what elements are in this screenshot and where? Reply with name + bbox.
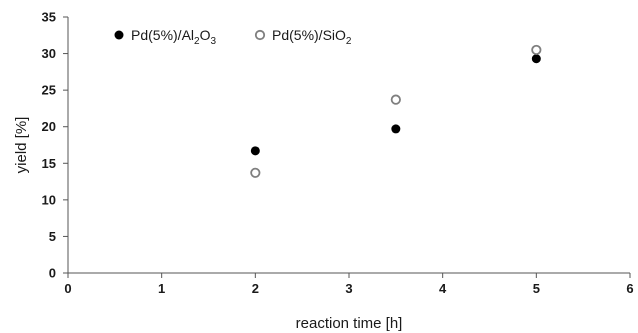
x-tick-label: 0 [64, 281, 71, 296]
data-point [250, 167, 261, 178]
y-tick-label: 0 [49, 266, 56, 281]
data-point [531, 54, 541, 64]
y-ticks: 0 5 10 15 20 25 30 35 [42, 10, 68, 281]
legend-marker [114, 30, 124, 40]
y-tick-label: 15 [42, 156, 56, 171]
legend: Pd(5%)/Al2O3 Pd(5%)/SiO2 [114, 27, 352, 47]
data-point [390, 94, 401, 105]
x-tick-label: 1 [158, 281, 165, 296]
y-axis-title: yield [%] [13, 117, 30, 174]
x-tick-label: 6 [626, 281, 633, 296]
x-tick-label: 4 [439, 281, 447, 296]
y-tick-label: 35 [42, 10, 56, 25]
data-point [391, 124, 401, 134]
legend-label: Pd(5%)/SiO2 [272, 27, 352, 47]
data-point [250, 146, 260, 156]
x-tick-label: 3 [345, 281, 352, 296]
data-points [250, 44, 542, 178]
y-tick-label: 5 [49, 229, 56, 244]
x-tick-label: 2 [252, 281, 259, 296]
legend-marker [254, 29, 266, 41]
x-ticks: 0 1 2 3 4 5 6 [64, 273, 634, 296]
x-axis-title: reaction time [h] [296, 315, 403, 332]
y-tick-label: 30 [42, 46, 56, 61]
x-tick-label: 5 [533, 281, 540, 296]
axes [67, 17, 630, 274]
y-tick-label: 25 [42, 83, 56, 98]
data-point [531, 44, 542, 56]
y-tick-label: 10 [42, 192, 56, 207]
legend-label: Pd(5%)/Al2O3 [131, 27, 216, 47]
y-tick-label: 20 [42, 119, 56, 134]
